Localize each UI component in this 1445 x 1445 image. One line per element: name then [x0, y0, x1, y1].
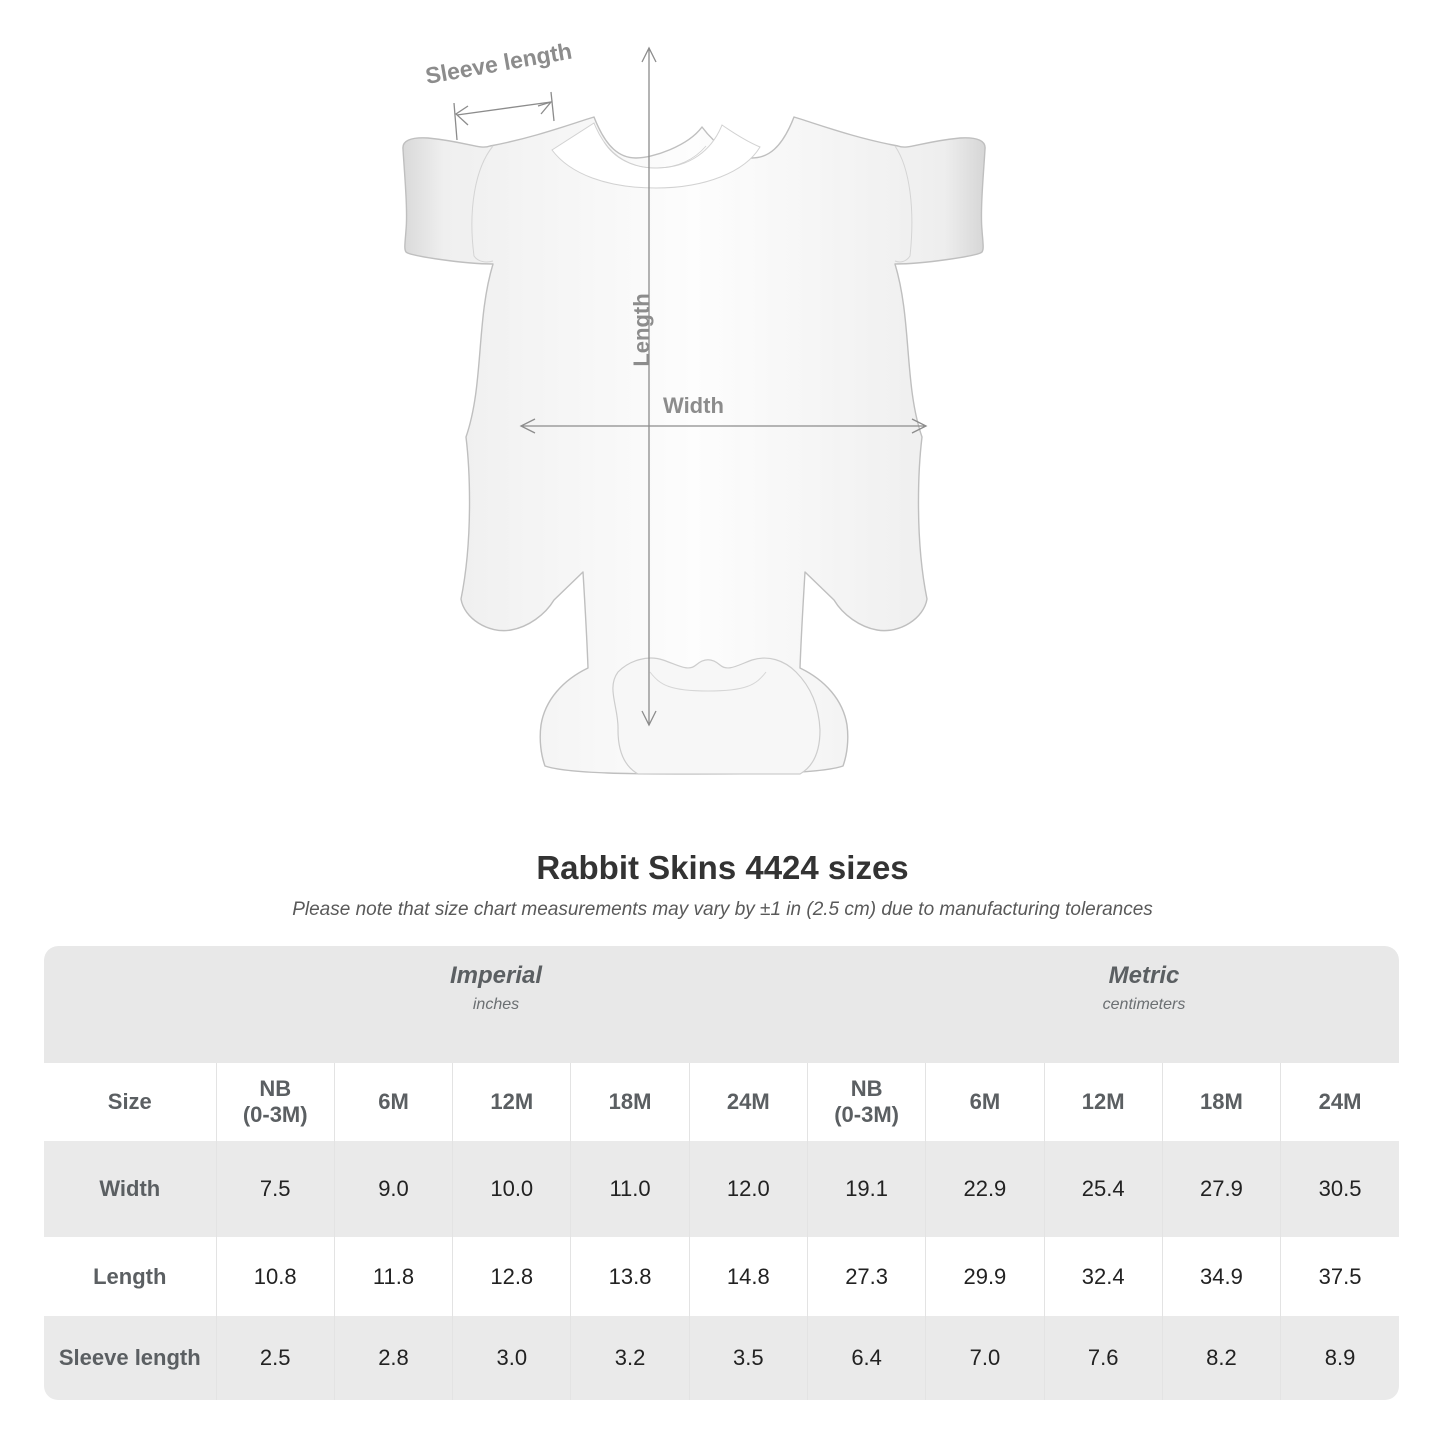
svg-text:Sleeve length: Sleeve length: [423, 38, 574, 89]
svg-text:Width: Width: [663, 393, 724, 418]
svg-text:Length: Length: [629, 293, 654, 366]
